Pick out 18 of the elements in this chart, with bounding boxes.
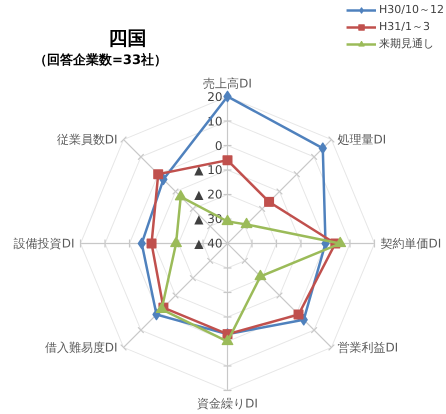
spoke-label: 営業利益DI [337, 340, 398, 354]
legend-label: H30/10～12 [379, 2, 444, 17]
text: 四国 [108, 28, 146, 50]
y-tick-label: 0 [214, 139, 223, 153]
spoke-label: 売上高DI [203, 76, 252, 90]
y-tick-label: ▲ 20 [194, 188, 222, 202]
spoke-label: 借入難易度DI [44, 340, 118, 354]
spoke-label: 資金繰りDI [197, 396, 258, 410]
legend-label: 来期見通し [379, 36, 434, 51]
spoke-label: 契約単価DI [380, 236, 442, 250]
spoke-label: 従業員数DI [56, 132, 118, 147]
spoke-label: 処理量DI [337, 132, 386, 147]
legend-label: H31/1～3 [379, 19, 430, 34]
y-tick-label: ▲ 10 [194, 163, 222, 177]
text: （回答企業数=33社） [34, 52, 167, 68]
spoke-label: 設備投資DI [14, 236, 74, 250]
y-tick-label: ▲ 40 [194, 236, 222, 250]
y-tick-label: 20 [207, 90, 223, 104]
